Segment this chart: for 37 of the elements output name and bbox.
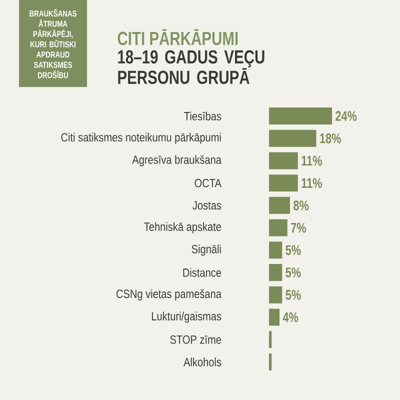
bar	[269, 196, 290, 214]
data-label: 24%	[336, 111, 357, 121]
y-tick-label: STOP zīme	[170, 335, 222, 344]
data-label: 5%	[286, 268, 301, 278]
y-tick-label: Lukturi/gaismas	[152, 312, 222, 323]
data-label: 7%	[291, 222, 306, 233]
bar	[269, 331, 272, 348]
data-label: 5%	[286, 290, 301, 300]
bar	[269, 242, 282, 259]
chart-title: CITI PĀRKĀPUMI	[118, 29, 238, 46]
y-tick-label: Jostas	[192, 201, 222, 210]
data-label: 8%	[294, 200, 309, 210]
bar	[269, 130, 316, 147]
y-tick-label: OCTA	[194, 178, 222, 188]
data-label: 18%	[320, 133, 341, 144]
bar	[269, 107, 332, 124]
y-tick-label: Agresīva braukšana	[132, 155, 222, 166]
bar	[269, 152, 298, 170]
data-label: 11%	[302, 156, 322, 166]
y-tick-label: Signāli	[192, 244, 221, 256]
bar	[269, 264, 282, 281]
bar	[269, 353, 272, 370]
data-label: 5%	[286, 245, 301, 256]
data-label: 11%	[302, 178, 322, 188]
y-tick-label: Tehniskā apskate	[144, 222, 222, 234]
bar	[269, 286, 282, 304]
y-tick-label: CSNg vietas pamešana	[116, 289, 222, 300]
y-tick-label: Citi satiksmes noteikumu pārkāpumi	[61, 132, 221, 144]
y-tick-label: Alkohols	[184, 358, 222, 366]
data-label: 4%	[282, 312, 298, 322]
y-tick-label: Distance	[183, 268, 222, 277]
chart-subtitle: 18–19 GADUS VEÇU PERSONU GRUPĀ	[118, 50, 264, 84]
text: BRAUKŠANAS ĀTRUMA PĀRKĀPĒJI, KURI BŪTISKI APDRAUD SATIKSMES DROŠĪBU	[30, 8, 76, 78]
y-tick-label: Tiesības	[184, 112, 222, 120]
bar	[269, 308, 280, 326]
bar	[269, 174, 298, 192]
bar	[269, 219, 288, 236]
